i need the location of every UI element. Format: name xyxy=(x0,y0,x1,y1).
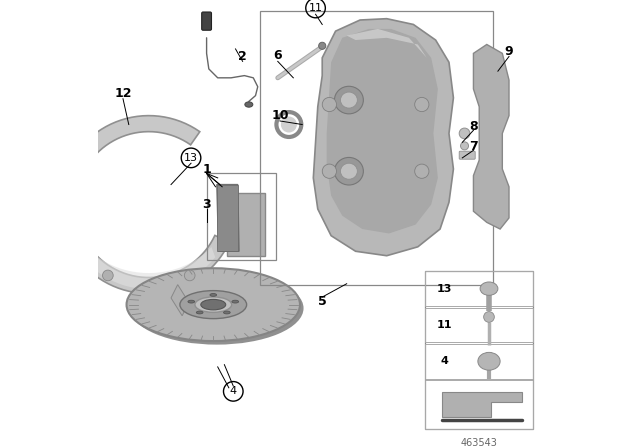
Ellipse shape xyxy=(340,163,357,179)
Text: 2: 2 xyxy=(238,51,247,64)
Circle shape xyxy=(184,270,195,281)
Text: 13: 13 xyxy=(437,284,452,293)
Ellipse shape xyxy=(201,299,226,310)
Ellipse shape xyxy=(478,353,500,370)
Polygon shape xyxy=(326,29,438,233)
Text: 5: 5 xyxy=(318,295,326,308)
Bar xyxy=(424,271,534,429)
Circle shape xyxy=(319,42,326,49)
Text: 7: 7 xyxy=(469,140,478,153)
Bar xyxy=(424,308,534,342)
Ellipse shape xyxy=(480,282,498,295)
Ellipse shape xyxy=(335,157,364,185)
Circle shape xyxy=(415,164,429,178)
Text: 12: 12 xyxy=(114,87,132,100)
Ellipse shape xyxy=(130,272,303,345)
Polygon shape xyxy=(67,225,215,289)
Bar xyxy=(424,271,534,306)
Circle shape xyxy=(415,97,429,112)
Ellipse shape xyxy=(127,268,300,341)
Ellipse shape xyxy=(210,293,216,296)
Bar xyxy=(424,380,534,429)
Ellipse shape xyxy=(188,300,195,303)
Circle shape xyxy=(459,128,470,139)
Text: 6: 6 xyxy=(273,49,282,62)
FancyBboxPatch shape xyxy=(459,151,476,159)
Ellipse shape xyxy=(196,311,203,314)
Text: 4: 4 xyxy=(230,386,237,396)
FancyBboxPatch shape xyxy=(202,12,211,30)
Polygon shape xyxy=(60,116,229,293)
Ellipse shape xyxy=(335,86,364,114)
Ellipse shape xyxy=(195,297,232,312)
Circle shape xyxy=(461,142,468,150)
Text: 1: 1 xyxy=(202,164,211,177)
Ellipse shape xyxy=(232,300,239,303)
Text: 463543: 463543 xyxy=(461,438,497,448)
Ellipse shape xyxy=(340,92,357,108)
Text: 13: 13 xyxy=(184,153,198,163)
Polygon shape xyxy=(314,19,453,256)
Bar xyxy=(260,11,493,284)
Circle shape xyxy=(323,97,337,112)
Polygon shape xyxy=(442,392,522,417)
Polygon shape xyxy=(217,185,239,251)
Text: 10: 10 xyxy=(271,109,289,122)
Polygon shape xyxy=(474,44,509,229)
Circle shape xyxy=(281,116,297,133)
Text: 3: 3 xyxy=(202,198,211,211)
Bar xyxy=(424,344,534,379)
Text: 11: 11 xyxy=(308,3,323,13)
Ellipse shape xyxy=(223,311,230,314)
Text: 9: 9 xyxy=(505,45,513,58)
Ellipse shape xyxy=(180,291,246,319)
Text: 4: 4 xyxy=(440,356,449,366)
Ellipse shape xyxy=(245,102,253,107)
Text: 8: 8 xyxy=(469,120,477,133)
Text: 11: 11 xyxy=(436,320,452,330)
Circle shape xyxy=(323,164,337,178)
Circle shape xyxy=(67,171,77,182)
Circle shape xyxy=(102,270,113,281)
Polygon shape xyxy=(171,284,189,316)
Polygon shape xyxy=(217,185,237,251)
Polygon shape xyxy=(227,194,265,256)
Polygon shape xyxy=(347,29,427,58)
Circle shape xyxy=(484,312,494,322)
Bar xyxy=(207,173,276,260)
